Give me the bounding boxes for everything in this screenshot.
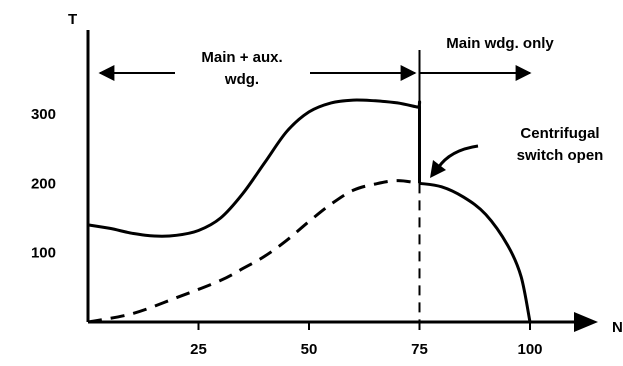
switch-note-line1: Centrifugal (520, 125, 599, 142)
x-tick-label: 50 (301, 341, 318, 358)
region-left-label-line2: wdg. (224, 71, 259, 88)
y-tick-label: 200 (31, 175, 56, 192)
y-tick-label: 100 (31, 245, 56, 262)
y-ticks: 100 200 300 (31, 106, 56, 262)
axes (86, 30, 598, 332)
x-ticks: 25 50 75 100 (190, 322, 543, 358)
curve-series-2 (419, 181, 532, 323)
x-tick-label: 25 (190, 341, 207, 358)
switch-note-arrow (436, 144, 479, 169)
switch-note-arrowhead (430, 160, 446, 178)
x-axis-arrowhead (574, 312, 598, 332)
x-tick-label: 75 (411, 341, 428, 358)
region-left-label-line1: Main + aux. (201, 49, 282, 66)
y-tick-label: 300 (31, 106, 56, 123)
curve-series-1 (87, 179, 420, 324)
switch-note-line2: switch open (517, 147, 604, 164)
curve-series-0 (87, 98, 422, 238)
x-axis-label: N (612, 319, 623, 336)
region-right-label: Main wdg. only (446, 35, 554, 52)
curves (87, 98, 532, 324)
x-tick-label: 100 (517, 341, 542, 358)
y-axis-label: T (68, 11, 77, 28)
